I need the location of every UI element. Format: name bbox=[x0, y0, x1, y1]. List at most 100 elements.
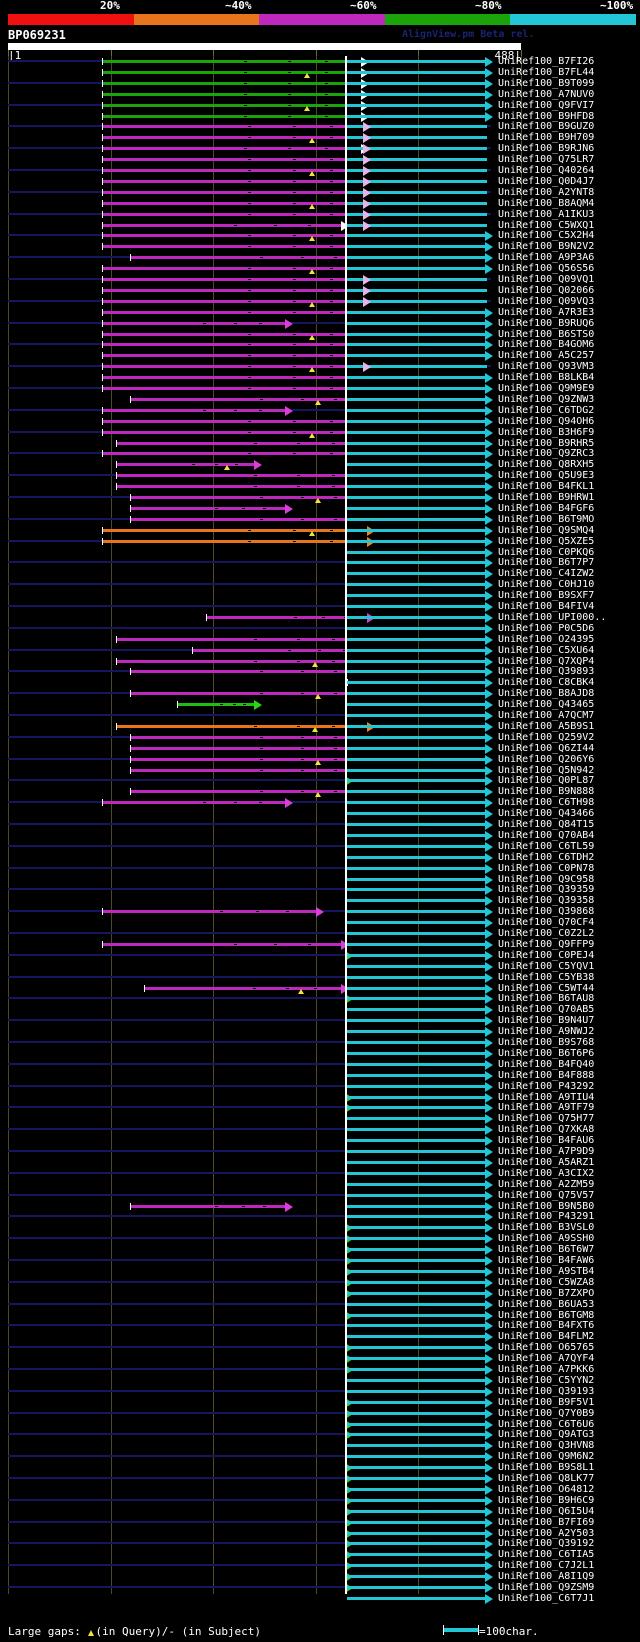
hit-label[interactable]: UniRef100_B4FLM2 bbox=[498, 1331, 595, 1343]
hit-alignment-bar[interactable] bbox=[101, 136, 368, 140]
subject-coverage-line[interactable] bbox=[347, 60, 487, 63]
subject-coverage-line[interactable] bbox=[347, 1280, 487, 1284]
subject-coverage-line[interactable] bbox=[347, 855, 487, 859]
hit-alignment-bar[interactable] bbox=[130, 506, 286, 510]
subject-coverage-line[interactable] bbox=[347, 594, 487, 598]
hit-alignment-bar[interactable] bbox=[101, 245, 368, 249]
subject-coverage-line[interactable] bbox=[347, 1368, 487, 1371]
hit-label[interactable]: UniRef100_Q0PL87 bbox=[498, 775, 595, 787]
hit-label[interactable]: UniRef100_Q7XKA8 bbox=[498, 1124, 595, 1136]
subject-coverage-line[interactable] bbox=[347, 1030, 487, 1034]
hit-label[interactable]: UniRef100_C5XU64 bbox=[498, 644, 595, 656]
hit-label[interactable]: UniRef100_B3H6F9 bbox=[498, 426, 595, 438]
hit-alignment-bar[interactable] bbox=[130, 692, 368, 696]
hit-label[interactable]: UniRef100_B3VSL0 bbox=[498, 1222, 595, 1234]
hit-label[interactable]: UniRef100_A2ZM59 bbox=[498, 1178, 595, 1190]
subject-coverage-line[interactable] bbox=[347, 888, 487, 892]
hit-alignment-bar[interactable] bbox=[101, 419, 368, 423]
hit-label[interactable]: UniRef100_B8AJD8 bbox=[498, 688, 595, 700]
subject-coverage-line[interactable] bbox=[347, 474, 487, 478]
hit-label[interactable]: UniRef100_A5B9S1 bbox=[498, 720, 595, 732]
hit-label[interactable]: UniRef100_Q39193 bbox=[498, 1385, 595, 1397]
hit-label[interactable]: UniRef100_B4FAW6 bbox=[498, 1255, 595, 1266]
hit-label[interactable]: UniRef100_C6TH98 bbox=[498, 797, 595, 809]
hit-alignment-bar[interactable] bbox=[101, 288, 368, 292]
hit-label[interactable]: UniRef100_A5ARZ1 bbox=[498, 1156, 595, 1168]
hit-label[interactable]: UniRef100_O24395 bbox=[498, 633, 595, 645]
hit-alignment-bar[interactable] bbox=[101, 321, 286, 325]
subject-coverage-line[interactable] bbox=[347, 114, 487, 118]
subject-coverage-line[interactable] bbox=[347, 790, 487, 794]
hit-label[interactable]: UniRef100_B8AQM4 bbox=[498, 197, 595, 209]
subject-coverage-line[interactable] bbox=[347, 812, 487, 816]
subject-coverage-line[interactable] bbox=[347, 256, 487, 260]
subject-coverage-line[interactable] bbox=[347, 605, 487, 608]
subject-coverage-line[interactable] bbox=[347, 670, 487, 674]
hit-label[interactable]: UniRef100_B6TAU8 bbox=[498, 993, 595, 1005]
subject-coverage-line[interactable] bbox=[347, 81, 487, 85]
hit-label[interactable]: UniRef100_B6T7P7 bbox=[498, 557, 595, 569]
subject-coverage-line[interactable] bbox=[347, 278, 487, 281]
subject-coverage-line[interactable] bbox=[347, 387, 487, 390]
subject-coverage-line[interactable] bbox=[347, 441, 487, 445]
subject-coverage-line[interactable] bbox=[347, 746, 487, 750]
hit-label[interactable]: UniRef100_Q0D4J7 bbox=[498, 175, 595, 187]
hit-label[interactable]: UniRef100_C5YYN2 bbox=[498, 1374, 595, 1386]
subject-coverage-line[interactable] bbox=[347, 1477, 487, 1480]
hit-label[interactable]: UniRef100_Q6ZI44 bbox=[498, 742, 595, 754]
hit-alignment-bar[interactable] bbox=[101, 267, 368, 271]
hit-alignment-bar[interactable] bbox=[101, 223, 342, 227]
hit-label[interactable]: UniRef100_B9N4U7 bbox=[498, 1015, 595, 1027]
subject-coverage-line[interactable] bbox=[347, 681, 487, 685]
hit-alignment-bar[interactable] bbox=[101, 212, 368, 216]
subject-coverage-line[interactable] bbox=[347, 1106, 487, 1110]
subject-coverage-line[interactable] bbox=[347, 1509, 487, 1513]
hit-alignment-bar[interactable] bbox=[101, 801, 286, 805]
hit-alignment-bar[interactable] bbox=[130, 790, 368, 794]
hit-alignment-bar[interactable] bbox=[115, 485, 368, 489]
hit-label[interactable]: UniRef100_A7NUV0 bbox=[498, 88, 595, 100]
subject-coverage-line[interactable] bbox=[347, 975, 487, 979]
hit-label[interactable]: UniRef100_C0Z2L2 bbox=[498, 928, 595, 939]
hit-label[interactable]: UniRef100_Q9M6N2 bbox=[498, 1451, 595, 1463]
hit-label[interactable]: UniRef100_B6STS0 bbox=[498, 328, 595, 340]
hit-label[interactable]: UniRef100_Q09VQ1 bbox=[498, 274, 595, 285]
subject-coverage-line[interactable] bbox=[347, 779, 487, 783]
hit-alignment-bar[interactable] bbox=[101, 910, 316, 914]
hit-label[interactable]: UniRef100_C6T6U6 bbox=[498, 1418, 595, 1430]
hit-label[interactable]: UniRef100_Q70AB5 bbox=[498, 1004, 595, 1016]
subject-coverage-line[interactable] bbox=[347, 1182, 487, 1186]
hit-alignment-bar[interactable] bbox=[101, 190, 368, 194]
subject-coverage-line[interactable] bbox=[347, 1487, 487, 1491]
hit-label[interactable]: UniRef100_C5YB38 bbox=[498, 971, 595, 983]
subject-coverage-line[interactable] bbox=[347, 223, 487, 227]
hit-alignment-bar[interactable] bbox=[101, 365, 368, 369]
subject-coverage-line[interactable] bbox=[347, 735, 487, 739]
subject-coverage-line[interactable] bbox=[347, 637, 487, 641]
hit-alignment-bar[interactable] bbox=[101, 103, 361, 107]
hit-alignment-bar[interactable] bbox=[101, 92, 361, 96]
hit-label[interactable]: UniRef100_Q75H77 bbox=[498, 1113, 595, 1125]
hit-label[interactable]: UniRef100_B9S768 bbox=[498, 1037, 595, 1048]
subject-coverage-line[interactable] bbox=[347, 419, 487, 423]
subject-coverage-line[interactable] bbox=[347, 1160, 487, 1164]
subject-coverage-line[interactable] bbox=[347, 1139, 487, 1143]
subject-coverage-line[interactable] bbox=[347, 1291, 487, 1295]
subject-coverage-line[interactable] bbox=[347, 496, 487, 499]
subject-coverage-line[interactable] bbox=[347, 910, 487, 914]
subject-coverage-line[interactable] bbox=[347, 1259, 487, 1262]
hit-alignment-bar[interactable] bbox=[115, 637, 368, 641]
hit-alignment-bar[interactable] bbox=[130, 757, 368, 761]
hit-label[interactable]: UniRef100_C5YQV1 bbox=[498, 960, 595, 972]
hit-label[interactable]: UniRef100_B9HRW1 bbox=[498, 492, 595, 503]
hit-alignment-bar[interactable] bbox=[191, 648, 368, 652]
hit-label[interactable]: UniRef100_A8I1Q9 bbox=[498, 1571, 595, 1583]
subject-coverage-line[interactable] bbox=[347, 539, 487, 543]
subject-coverage-line[interactable] bbox=[347, 354, 487, 358]
hit-alignment-bar[interactable] bbox=[101, 60, 361, 63]
hit-label[interactable]: UniRef100_Q56S56 bbox=[498, 263, 595, 275]
subject-coverage-line[interactable] bbox=[347, 1215, 487, 1219]
hit-alignment-bar[interactable] bbox=[101, 528, 368, 532]
hit-label[interactable]: UniRef100_A1IKU3 bbox=[498, 208, 595, 220]
hit-label[interactable]: UniRef100_B9RJN6 bbox=[498, 143, 595, 155]
